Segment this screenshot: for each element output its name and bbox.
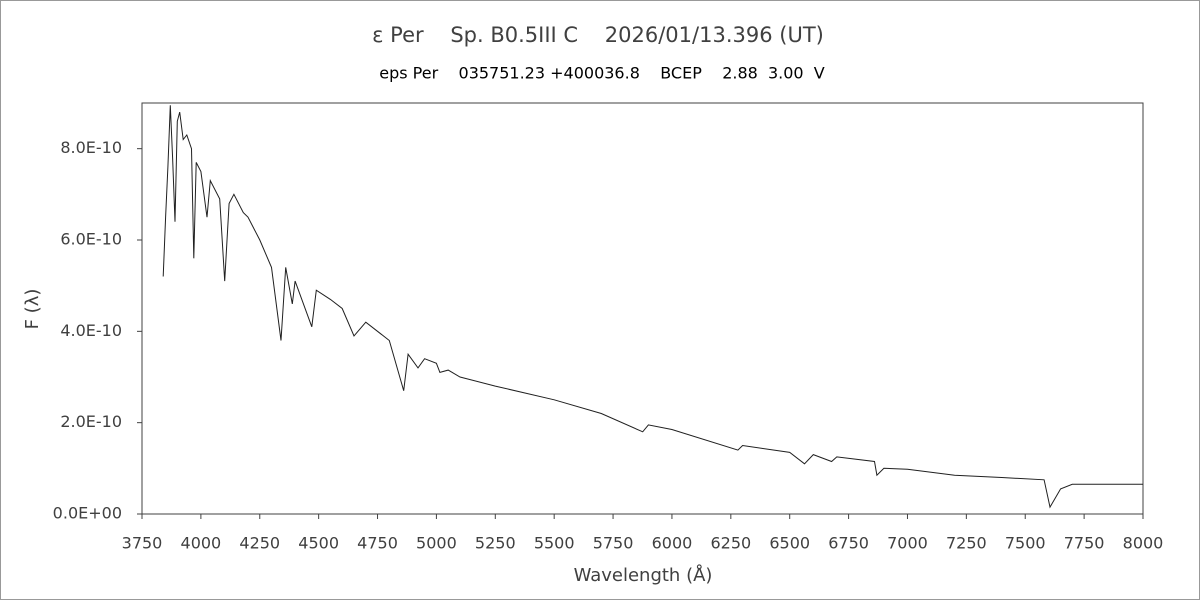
chart-title: ε Per Sp. B0.5III C 2026/01/13.396 (UT)	[372, 23, 824, 47]
x-tick-label: 4500	[298, 534, 339, 553]
x-tick-label: 4250	[239, 534, 280, 553]
x-tick-label: 6000	[652, 534, 693, 553]
x-tick-label: 4750	[357, 534, 398, 553]
x-tick-label: 5250	[475, 534, 516, 553]
x-tick-label: 4000	[181, 534, 222, 553]
spectrum-line	[162, 105, 1143, 509]
chart-subtitle: eps Per 035751.23 +400036.8 BCEP 2.88 3.…	[379, 64, 825, 83]
x-tick-label: 6750	[828, 534, 869, 553]
x-tick-label: 6500	[769, 534, 810, 553]
y-tick-label: 6.0E-10	[60, 230, 122, 249]
y-tick-label: 8.0E-10	[60, 138, 122, 157]
x-tick-label: 7250	[946, 534, 987, 553]
y-tick-label: 4.0E-10	[60, 321, 122, 340]
y-tick-label: 2.0E-10	[60, 412, 122, 431]
x-tick-label: 5500	[534, 534, 575, 553]
x-tick-label: 5000	[416, 534, 457, 553]
x-tick-label: 6250	[710, 534, 751, 553]
y-tick-label: 0.0E+00	[53, 504, 122, 523]
x-tick-label: 8000	[1123, 534, 1164, 553]
plot-area	[141, 102, 1144, 515]
x-axis-label: Wavelength (Å)	[574, 564, 713, 586]
x-tick-label: 7750	[1064, 534, 1105, 553]
y-axis-label: F (λ)	[22, 289, 43, 330]
x-tick-label: 5750	[593, 534, 634, 553]
x-tick-label: 7500	[1005, 534, 1046, 553]
x-tick-label: 3750	[122, 534, 163, 553]
x-tick-label: 7000	[887, 534, 928, 553]
